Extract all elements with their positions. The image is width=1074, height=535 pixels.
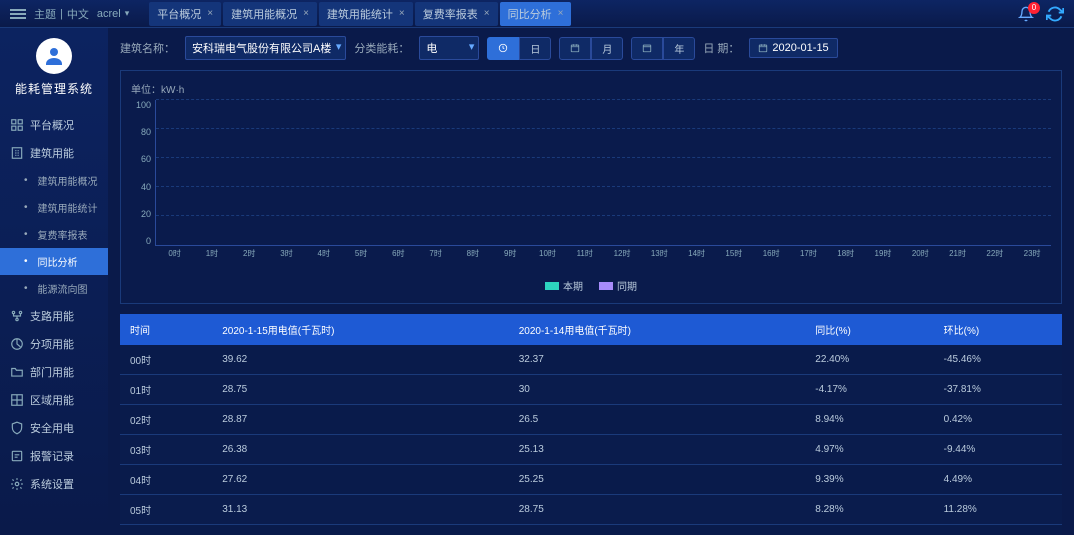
nav-sub-能源流向图[interactable]: 能源流向图 [0, 275, 108, 302]
close-icon[interactable]: × [558, 8, 564, 19]
building-label: 建筑名称： [120, 40, 175, 56]
nav-区域用能[interactable]: 区域用能 [0, 386, 108, 414]
table-row: 01时28.7530-4.17%-37.81% [120, 375, 1062, 405]
bar-chart: 100806040200 0时1时2时3时4时5时6时7时8时9时10时11时1… [131, 100, 1051, 260]
chart-unit: 单位：kW·h [131, 81, 1051, 96]
nav-sub-建筑用能统计[interactable]: 建筑用能统计 [0, 194, 108, 221]
nav-平台概况[interactable]: 平台概况 [0, 111, 108, 139]
date-picker[interactable]: 2020-01-15 [749, 38, 837, 58]
period-year-group: 年 [631, 37, 695, 60]
legend-item[interactable]: 同期 [599, 278, 637, 293]
tab-建筑用能统计[interactable]: 建筑用能统计× [319, 2, 413, 26]
day-button[interactable]: 日 [519, 37, 551, 60]
nav-sub-建筑用能概况[interactable]: 建筑用能概况 [0, 167, 108, 194]
alarm-icon [10, 449, 24, 463]
sidebar: 能耗管理系统 平台概况建筑用能建筑用能概况建筑用能统计复费率报表同比分析能源流向… [0, 28, 108, 535]
filter-bar: 建筑名称： 安科瑞电气股份有限公司A楼 分类能耗： 电 日 月 年 日 期： 2… [120, 36, 1062, 60]
tab-bar: 平台概况×建筑用能概况×建筑用能统计×复费率报表×同比分析× [149, 2, 571, 26]
nav-系统设置[interactable]: 系统设置 [0, 470, 108, 498]
year-icon-button[interactable] [631, 37, 663, 60]
nav-建筑用能[interactable]: 建筑用能 [0, 139, 108, 167]
calendar2-icon [642, 43, 652, 53]
tab-建筑用能概况[interactable]: 建筑用能概况× [223, 2, 317, 26]
nav-menu: 平台概况建筑用能建筑用能概况建筑用能统计复费率报表同比分析能源流向图支路用能分项… [0, 111, 108, 498]
table-row: 03时26.3825.134.97%-9.44% [120, 435, 1062, 465]
nav-报警记录[interactable]: 报警记录 [0, 442, 108, 470]
tab-复费率报表[interactable]: 复费率报表× [415, 2, 498, 26]
period-day-group: 日 [487, 37, 551, 60]
user-link[interactable]: acrel [97, 8, 121, 20]
energy-label: 分类能耗： [354, 40, 409, 56]
branch-icon [10, 309, 24, 323]
legend-item[interactable]: 本期 [545, 278, 583, 293]
nav-支路用能[interactable]: 支路用能 [0, 302, 108, 330]
close-icon[interactable]: × [399, 8, 405, 19]
notifications-button[interactable]: 0 [1018, 6, 1034, 22]
col-header: 2020-1-15用电值(千瓦时) [212, 314, 509, 345]
month-button[interactable]: 月 [591, 37, 623, 60]
close-icon[interactable]: × [207, 8, 213, 19]
col-header: 时间 [120, 314, 212, 345]
main-content: 建筑名称： 安科瑞电气股份有限公司A楼 分类能耗： 电 日 月 年 日 期： 2… [108, 28, 1074, 535]
refresh-icon [1046, 5, 1064, 23]
date-label: 日 期： [703, 40, 739, 56]
logo-block: 能耗管理系统 [0, 38, 108, 97]
close-icon[interactable]: × [484, 8, 490, 19]
area-icon [10, 393, 24, 407]
system-name: 能耗管理系统 [0, 80, 108, 97]
table-row: 05时31.1328.758.28%11.28% [120, 495, 1062, 525]
chart-panel: 单位：kW·h 100806040200 0时1时2时3时4时5时6时7时8时9… [120, 70, 1062, 304]
calendar3-icon [758, 43, 768, 53]
month-icon-button[interactable] [559, 37, 591, 60]
theme-link[interactable]: 主题 [34, 6, 56, 22]
top-left-controls: 主题| 中文 acrel▾ [34, 6, 129, 22]
tab-平台概况[interactable]: 平台概况× [149, 2, 221, 26]
calendar-icon [570, 43, 580, 53]
nav-分项用能[interactable]: 分项用能 [0, 330, 108, 358]
year-button[interactable]: 年 [663, 37, 695, 60]
table-row: 06时51.6360-13.95%39.71% [120, 525, 1062, 535]
nav-sub-同比分析[interactable]: 同比分析 [0, 248, 108, 275]
energy-select[interactable]: 电 [419, 36, 479, 60]
menu-toggle[interactable] [10, 7, 26, 21]
dashboard-icon [10, 118, 24, 132]
building-select[interactable]: 安科瑞电气股份有限公司A楼 [185, 36, 346, 60]
table-row: 04时27.6225.259.39%4.49% [120, 465, 1062, 495]
settings-icon [10, 477, 24, 491]
tab-同比分析[interactable]: 同比分析× [500, 2, 572, 26]
close-icon[interactable]: × [303, 8, 309, 19]
nav-安全用电[interactable]: 安全用电 [0, 414, 108, 442]
col-header: 同比(%) [805, 314, 933, 345]
notification-badge: 0 [1028, 2, 1040, 14]
lang-link[interactable]: 中文 [67, 6, 89, 22]
folder-icon [10, 365, 24, 379]
shield-icon [10, 421, 24, 435]
period-month-group: 月 [559, 37, 623, 60]
building-icon [10, 146, 24, 160]
table-row: 02时28.8726.58.94%0.42% [120, 405, 1062, 435]
nav-sub-复费率报表[interactable]: 复费率报表 [0, 221, 108, 248]
nav-部门用能[interactable]: 部门用能 [0, 358, 108, 386]
data-table: 时间2020-1-15用电值(千瓦时)2020-1-14用电值(千瓦时)同比(%… [120, 314, 1062, 535]
category-icon [10, 337, 24, 351]
table-row: 00时39.6232.3722.40%-45.46% [120, 345, 1062, 375]
clock-icon [498, 43, 508, 53]
topbar: 主题| 中文 acrel▾ 平台概况×建筑用能概况×建筑用能统计×复费率报表×同… [0, 0, 1074, 28]
clock-button[interactable] [487, 37, 519, 60]
refresh-button[interactable] [1046, 5, 1064, 23]
avatar-icon [36, 38, 72, 74]
col-header: 环比(%) [934, 314, 1062, 345]
chart-legend: 本期 同期 [131, 278, 1051, 293]
col-header: 2020-1-14用电值(千瓦时) [509, 314, 806, 345]
